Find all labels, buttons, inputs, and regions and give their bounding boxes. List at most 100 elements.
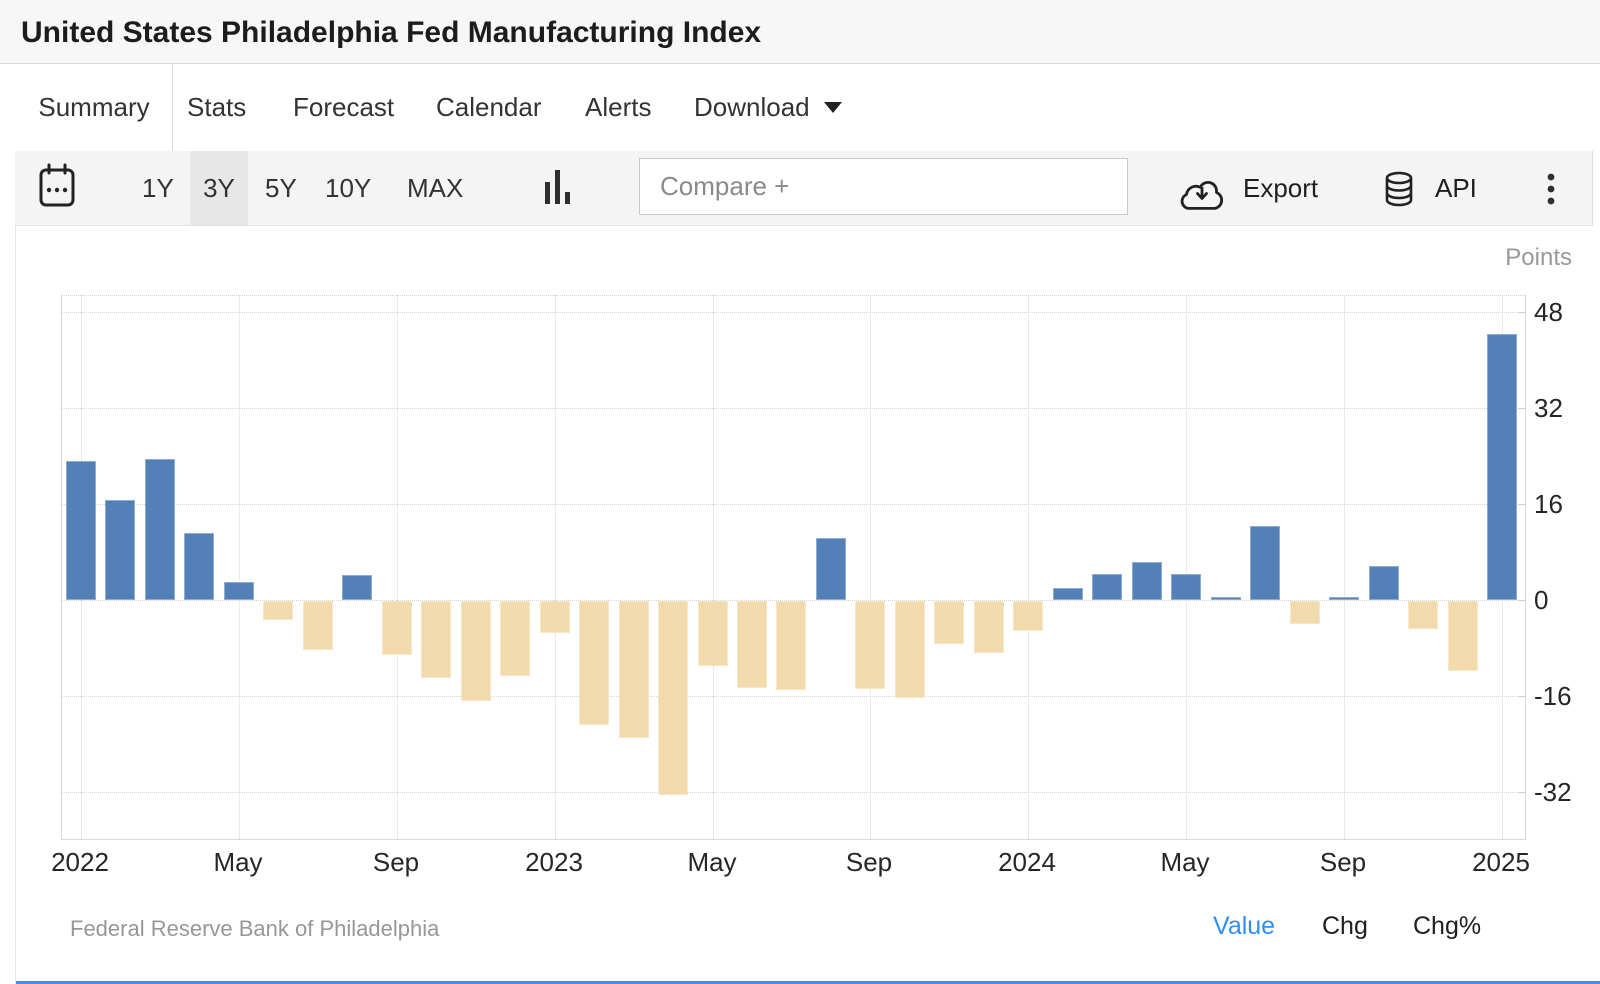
bar-may-2022[interactable] [224, 582, 254, 600]
y-tick-label: 32 [1534, 393, 1563, 423]
tab-stats-label: Stats [187, 92, 247, 122]
x-tick-label: May [1160, 847, 1210, 877]
bar-apr-2023[interactable] [658, 601, 688, 795]
export-button[interactable]: Export [1243, 151, 1318, 225]
bar-mar-2022[interactable] [145, 459, 175, 600]
y-tick-label: 16 [1534, 489, 1563, 519]
y-tick-label: 48 [1534, 297, 1563, 327]
range-3y-label: 3Y [203, 172, 235, 203]
bar-jul-2022[interactable] [303, 601, 333, 650]
v-gridline [1028, 295, 1029, 839]
y-tick-mark [1518, 600, 1526, 601]
bar-feb-2022[interactable] [105, 500, 135, 600]
bar-jan-2024[interactable] [1013, 601, 1043, 631]
bar-apr-2024[interactable] [1132, 562, 1162, 600]
source-credit: Federal Reserve Bank of Philadelphia [70, 916, 440, 941]
bar-jan-2025[interactable] [1487, 334, 1517, 600]
bar-sep-2024[interactable] [1329, 597, 1359, 600]
bar-oct-2022[interactable] [421, 601, 451, 678]
column-chart-icon[interactable] [545, 166, 571, 206]
y-tick-mark [1518, 792, 1526, 793]
range-1y-button[interactable]: 1Y [142, 151, 174, 225]
y-axis-unit-label: Points [1505, 244, 1572, 271]
database-icon[interactable] [1384, 171, 1414, 208]
bar-aug-2022[interactable] [342, 575, 372, 600]
bar-oct-2023[interactable] [895, 601, 925, 698]
bar-feb-2024[interactable] [1053, 588, 1083, 600]
chart-toolbar: 1Y 3Y 5Y 10Y MAX Export [15, 151, 1593, 226]
bar-mar-2024[interactable] [1092, 574, 1122, 600]
bar-jan-2022[interactable] [66, 461, 96, 600]
cloud-download-icon[interactable] [1178, 177, 1226, 210]
series-mode-value[interactable]: Value [1213, 912, 1276, 940]
bar-sep-2022[interactable] [382, 601, 412, 655]
h-gridline [62, 408, 1525, 409]
h-gridline [62, 600, 1525, 601]
tab-alerts[interactable]: Alerts [585, 64, 651, 151]
tab-forecast[interactable]: Forecast [293, 64, 394, 151]
y-tick-label: -16 [1534, 681, 1572, 711]
v-gridline [1186, 295, 1187, 839]
h-gridline [62, 504, 1525, 505]
container-left-border [15, 63, 16, 984]
tab-alerts-label: Alerts [585, 92, 652, 122]
range-10y-button[interactable]: 10Y [325, 151, 371, 225]
range-5y-button[interactable]: 5Y [265, 151, 297, 225]
api-button[interactable]: API [1435, 151, 1477, 225]
bar-jun-2022[interactable] [263, 601, 293, 620]
series-mode-chg[interactable]: Chg [1322, 912, 1368, 940]
bar-jan-2023[interactable] [540, 601, 570, 633]
y-tick-mark [1518, 312, 1526, 313]
tab-summary[interactable]: Summary [16, 64, 173, 151]
x-tick-label: 2022 [51, 847, 109, 877]
tab-stats[interactable]: Stats [187, 64, 246, 151]
tab-forecast-label: Forecast [293, 92, 395, 122]
bar-sep-2023[interactable] [855, 601, 885, 689]
bar-aug-2024[interactable] [1290, 601, 1320, 624]
range-3y-button[interactable]: 3Y [190, 151, 248, 225]
tab-calendar-label: Calendar [436, 92, 542, 122]
series-mode-chg-pct[interactable]: Chg% [1413, 912, 1482, 940]
bar-aug-2023[interactable] [816, 538, 846, 600]
range-max-button[interactable]: MAX [407, 151, 463, 225]
bar-nov-2024[interactable] [1408, 601, 1438, 629]
y-tick-mark [1518, 408, 1526, 409]
bar-mar-2023[interactable] [619, 601, 649, 738]
y-tick-label: -32 [1534, 777, 1572, 807]
h-gridline [62, 696, 1525, 697]
bar-apr-2022[interactable] [184, 533, 214, 600]
bar-feb-2023[interactable] [579, 601, 609, 725]
v-gridline [1344, 295, 1345, 839]
x-tick-label: May [687, 847, 737, 877]
bar-nov-2023[interactable] [934, 601, 964, 644]
calendar-icon[interactable] [38, 163, 76, 209]
y-tick-label: 0 [1534, 585, 1549, 615]
bar-jul-2024[interactable] [1250, 526, 1280, 600]
bar-may-2023[interactable] [698, 601, 728, 666]
v-gridline [713, 295, 714, 839]
v-gridline [397, 295, 398, 839]
chart-plot[interactable] [61, 295, 1526, 840]
bar-dec-2023[interactable] [974, 601, 1004, 653]
bar-oct-2024[interactable] [1369, 566, 1399, 600]
bar-jul-2023[interactable] [776, 601, 806, 690]
bar-dec-2022[interactable] [500, 601, 530, 676]
bar-may-2024[interactable] [1171, 574, 1201, 600]
tab-calendar[interactable]: Calendar [436, 64, 542, 151]
bar-jun-2024[interactable] [1211, 597, 1241, 600]
y-tick-mark [1518, 696, 1526, 697]
kebab-menu-icon[interactable] [1546, 173, 1556, 205]
x-tick-label: 2023 [525, 847, 583, 877]
api-label: API [1435, 172, 1477, 203]
range-5y-label: 5Y [265, 172, 297, 203]
h-gridline [62, 312, 1525, 313]
bar-jun-2023[interactable] [737, 601, 767, 688]
compare-input[interactable] [639, 158, 1128, 215]
tab-download[interactable]: Download [694, 64, 842, 151]
bar-dec-2024[interactable] [1448, 601, 1478, 671]
tab-bar: Summary Stats Forecast Calendar Alerts D… [0, 64, 1600, 151]
bar-nov-2022[interactable] [461, 601, 491, 701]
title-band: United States Philadelphia Fed Manufactu… [0, 0, 1600, 63]
plot-top-border [62, 295, 1525, 296]
